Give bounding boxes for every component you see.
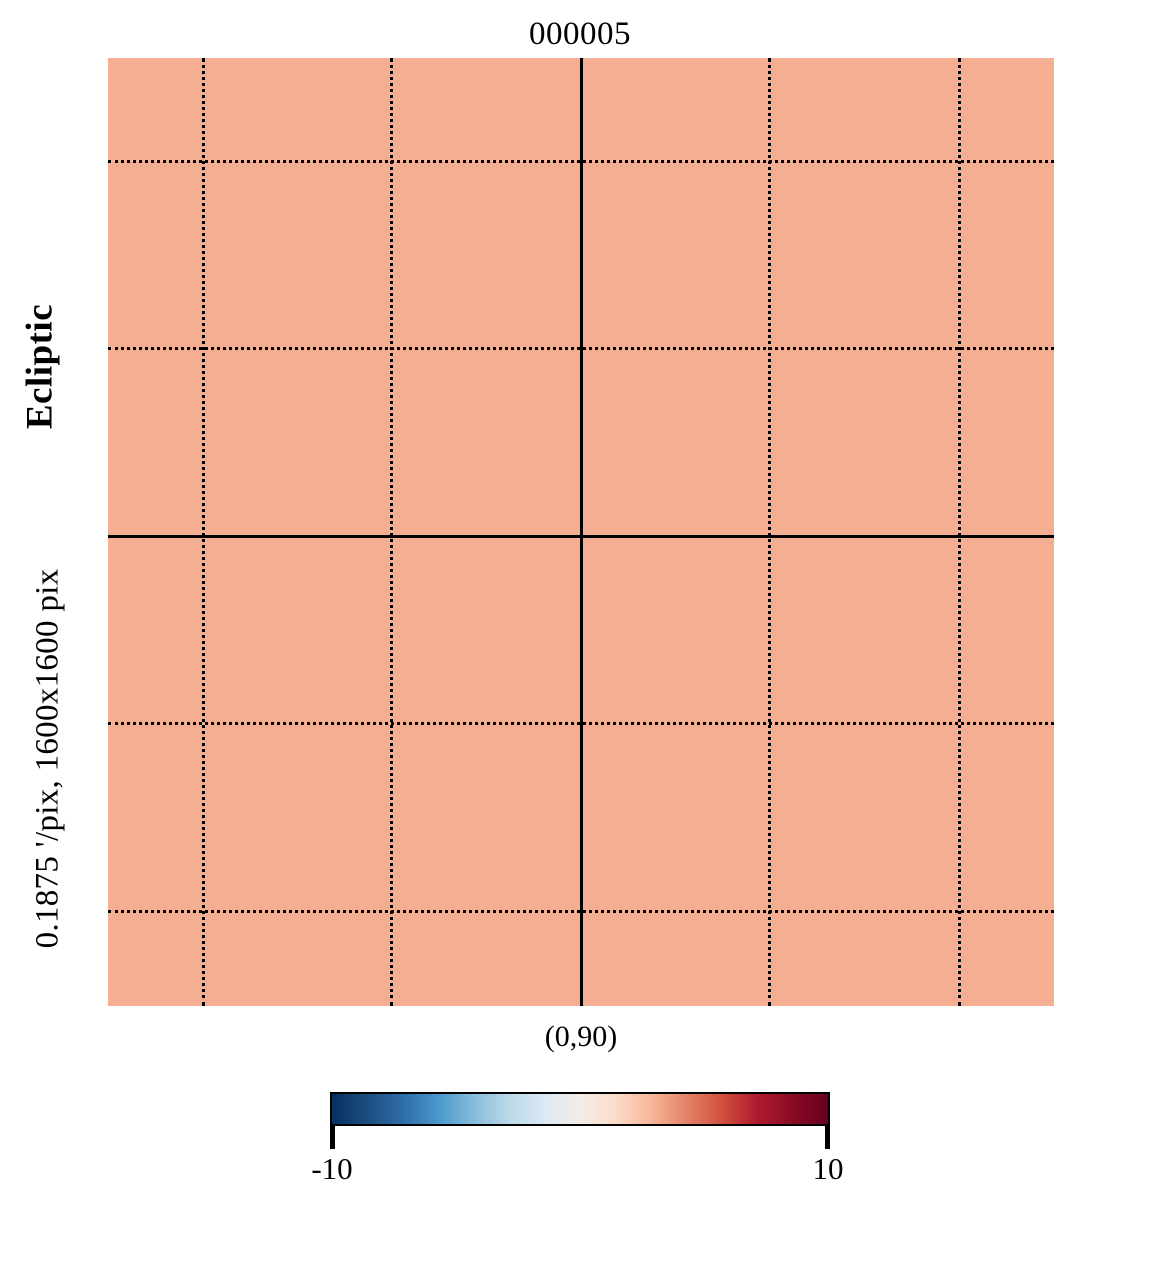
map-center-coordinates-label: (0,90) bbox=[544, 1020, 618, 1053]
colorbar: -10 10 bbox=[311, 1092, 844, 1186]
colorbar-gradient-fill bbox=[332, 1094, 828, 1124]
colorbar-tick-min bbox=[330, 1126, 335, 1149]
left-axis-label-group: Ecliptic 0.1875 '/pix, 1600x1600 pix bbox=[0, 0, 100, 1010]
colorbar-max-label: 10 bbox=[812, 1151, 844, 1186]
colorbar-gradient-bar bbox=[330, 1092, 830, 1126]
resolution-label: 0.1875 '/pix, 1600x1600 pix bbox=[29, 568, 66, 949]
colorbar-min-label: -10 bbox=[311, 1151, 353, 1186]
page-title: 000005 bbox=[529, 16, 631, 52]
sky-map-image bbox=[108, 58, 1054, 1006]
healpix-map-canvas bbox=[108, 58, 1054, 1006]
colorbar-tick-max bbox=[825, 1126, 830, 1149]
